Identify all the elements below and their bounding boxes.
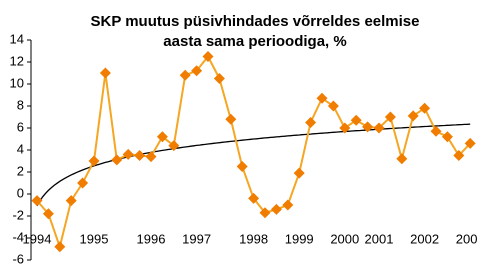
data-point xyxy=(168,140,180,152)
y-tick-label: 10 xyxy=(10,75,24,90)
y-tick-label: -6 xyxy=(12,251,24,266)
data-point xyxy=(54,241,66,253)
data-point xyxy=(419,102,431,114)
data-point xyxy=(407,110,419,122)
data-point xyxy=(77,177,89,189)
data-point xyxy=(384,111,396,123)
y-tick-label: 4 xyxy=(17,141,24,156)
data-point xyxy=(213,73,225,84)
x-tick-label: 1997 xyxy=(182,231,211,246)
data-point xyxy=(179,69,191,81)
x-tick-label: 2000 xyxy=(330,231,359,246)
data-point xyxy=(453,150,465,161)
data-line xyxy=(36,54,471,251)
data-point xyxy=(441,131,453,143)
data-point xyxy=(305,117,317,128)
y-tick-label: -4 xyxy=(12,229,24,244)
y-tick-label: -2 xyxy=(12,207,24,222)
x-tick-label: 2002 xyxy=(410,231,439,246)
y-tick-label: 8 xyxy=(17,97,24,112)
trendline xyxy=(36,123,471,207)
x-tick-label: 1996 xyxy=(137,231,166,246)
x-tick-label: 1998 xyxy=(239,231,268,246)
data-point xyxy=(464,137,476,149)
data-point xyxy=(65,195,77,207)
data-point xyxy=(350,114,362,126)
x-tick-label: 1994 xyxy=(23,231,52,246)
data-point xyxy=(236,161,248,172)
data-point xyxy=(134,150,146,161)
y-tick-label: 14 xyxy=(10,31,24,46)
y-tick-label: 2 xyxy=(17,163,24,178)
data-point xyxy=(99,67,111,79)
data-point xyxy=(362,121,374,133)
data-point xyxy=(202,51,214,62)
y-tick-label: 0 xyxy=(17,185,24,200)
data-point xyxy=(191,65,203,77)
x-tick-label: 1995 xyxy=(80,231,109,246)
data-point xyxy=(42,208,54,220)
y-tick-label: 12 xyxy=(10,53,24,68)
data-point xyxy=(373,122,385,134)
x-tick-label: 1999 xyxy=(285,231,314,246)
data-point xyxy=(122,148,134,160)
data-point xyxy=(396,153,408,165)
data-point xyxy=(339,122,351,134)
data-point xyxy=(270,203,282,215)
chart-title: aasta sama perioodiga, % xyxy=(163,33,346,50)
data-point xyxy=(31,195,43,207)
chart-title: SKP muutus püsivhindades võrreldes eelmi… xyxy=(90,13,419,30)
data-point xyxy=(88,155,100,167)
y-tick-label: 6 xyxy=(17,119,24,134)
data-point xyxy=(293,167,305,179)
data-point xyxy=(316,92,328,104)
data-point xyxy=(225,113,237,125)
data-point xyxy=(248,192,260,204)
data-point xyxy=(327,100,339,112)
x-tick-label: 2003 xyxy=(456,231,478,246)
x-tick-label: 2001 xyxy=(365,231,394,246)
data-point xyxy=(430,125,442,137)
data-point xyxy=(282,199,294,211)
data-point xyxy=(111,154,123,166)
data-point xyxy=(156,131,168,143)
data-point xyxy=(145,151,157,163)
data-point xyxy=(259,207,271,219)
